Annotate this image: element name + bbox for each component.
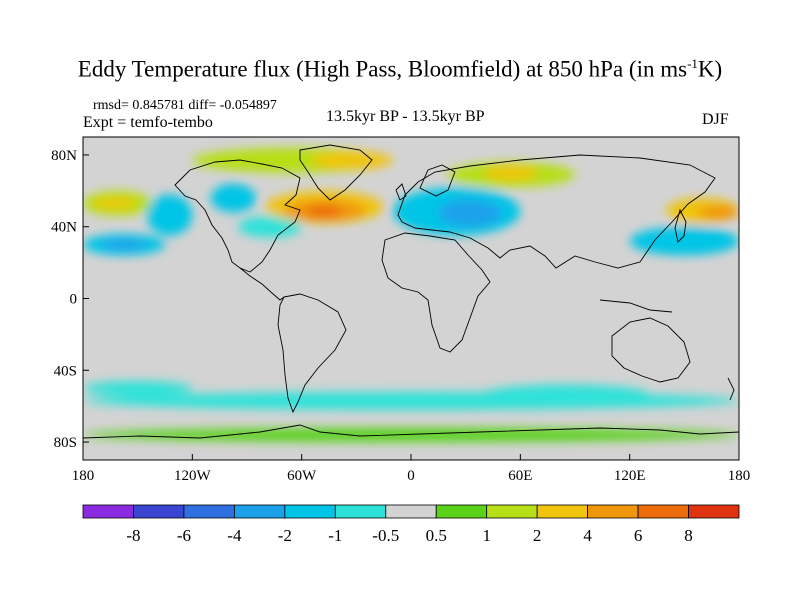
x-tick-label: 60E bbox=[508, 468, 532, 484]
flux-region-11 bbox=[305, 205, 342, 218]
colorbar-swatch bbox=[82, 504, 134, 519]
colorbar-label: -2 bbox=[278, 526, 292, 545]
colorbar-swatch bbox=[284, 504, 336, 519]
colorbar-label: 4 bbox=[583, 526, 592, 545]
flux-region-3 bbox=[101, 239, 147, 251]
colorbar-label: 8 bbox=[684, 526, 693, 545]
colorbar-swatch bbox=[435, 504, 488, 519]
colorbar-label: 1 bbox=[482, 526, 491, 545]
y-axis: 80N 40N 0 40S 80S bbox=[51, 148, 89, 451]
colorbar-swatch bbox=[334, 504, 387, 519]
x-tick-label: 180 bbox=[72, 468, 95, 484]
flux-region-15 bbox=[483, 165, 539, 181]
colorbar-label: 2 bbox=[533, 526, 542, 545]
season-label: DJF bbox=[702, 111, 729, 128]
colorbar-swatch bbox=[183, 504, 235, 519]
colorbar-label: 0.5 bbox=[426, 526, 447, 545]
colorbar-swatch bbox=[637, 504, 689, 519]
colorbar-swatch bbox=[385, 504, 437, 519]
colorbar-swatch bbox=[486, 504, 538, 519]
flux-region-22 bbox=[83, 427, 739, 443]
flux-region-16 bbox=[629, 226, 739, 256]
map-background bbox=[83, 137, 739, 460]
y-tick-label: 80N bbox=[51, 148, 77, 164]
chart-title: Eddy Temperature flux (High Pass, Bloomf… bbox=[77, 56, 723, 82]
x-tick-label: 180 bbox=[728, 468, 751, 484]
colorbar-swatch bbox=[536, 504, 589, 519]
y-tick-label: 80S bbox=[54, 435, 77, 451]
flux-region-20 bbox=[83, 381, 193, 396]
colorbar-swatch bbox=[587, 504, 639, 519]
flux-field bbox=[83, 147, 739, 443]
experiment-label: Expt = temfo-tembo bbox=[83, 114, 213, 131]
colorbar-label: -1 bbox=[328, 526, 342, 545]
colorbar-label: -4 bbox=[227, 526, 242, 545]
colorbar-label: 6 bbox=[634, 526, 643, 545]
colorbar: -8 -6 -4 -2 -1 -0.5 0.5 1 2 4 6 8 bbox=[82, 504, 740, 545]
flux-region-6 bbox=[210, 183, 257, 213]
x-axis: 180 120W 60W 0 60E 120E 180 bbox=[72, 454, 751, 484]
flux-region-4 bbox=[146, 194, 193, 236]
period-subtitle: 13.5kyr BP - 13.5kyr BP bbox=[326, 108, 485, 125]
x-tick-label: 120W bbox=[174, 468, 212, 484]
colorbar-swatch bbox=[688, 504, 740, 519]
flux-region-13 bbox=[438, 199, 503, 227]
flux-region-5 bbox=[237, 215, 302, 238]
colorbar-label: -6 bbox=[177, 526, 191, 545]
y-tick-label: 40N bbox=[51, 220, 77, 236]
y-tick-label: 40S bbox=[54, 363, 77, 379]
flux-region-1 bbox=[92, 198, 138, 209]
flux-region-8 bbox=[310, 151, 393, 170]
flux-region-21 bbox=[483, 384, 648, 403]
x-tick-label: 60W bbox=[287, 468, 317, 484]
colorbar-swatch bbox=[233, 504, 286, 519]
coastlines bbox=[83, 144, 739, 439]
colorbar-swatch bbox=[133, 504, 185, 519]
flux-region-18 bbox=[698, 205, 739, 220]
rmsd-diff-label: rmsd= 0.845781 diff= -0.054897 bbox=[93, 98, 277, 113]
colorbar-label: -0.5 bbox=[372, 526, 399, 545]
y-tick-label: 0 bbox=[70, 292, 78, 308]
colorbar-label: -8 bbox=[126, 526, 140, 545]
x-tick-label: 120E bbox=[614, 468, 646, 484]
x-tick-label: 0 bbox=[407, 468, 415, 484]
